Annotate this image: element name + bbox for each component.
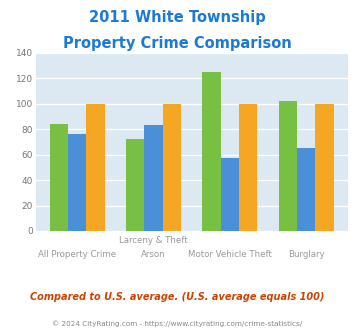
Text: © 2024 CityRating.com - https://www.cityrating.com/crime-statistics/: © 2024 CityRating.com - https://www.city… xyxy=(53,320,302,327)
Bar xyxy=(297,148,315,231)
Bar xyxy=(239,104,257,231)
Bar xyxy=(221,158,239,231)
Bar xyxy=(50,124,68,231)
Text: Compared to U.S. average. (U.S. average equals 100): Compared to U.S. average. (U.S. average … xyxy=(30,292,325,302)
Text: Property Crime Comparison: Property Crime Comparison xyxy=(63,36,292,51)
Bar xyxy=(86,104,105,231)
Legend: White Township, Pennsylvania, National: White Township, Pennsylvania, National xyxy=(47,329,337,330)
Bar xyxy=(315,104,334,231)
Bar xyxy=(202,72,221,231)
Text: 2011 White Township: 2011 White Township xyxy=(89,10,266,25)
Bar xyxy=(279,101,297,231)
Text: Larceny & Theft: Larceny & Theft xyxy=(119,236,188,245)
Bar xyxy=(68,134,86,231)
Bar xyxy=(163,104,181,231)
Bar xyxy=(126,139,144,231)
Bar xyxy=(144,125,163,231)
